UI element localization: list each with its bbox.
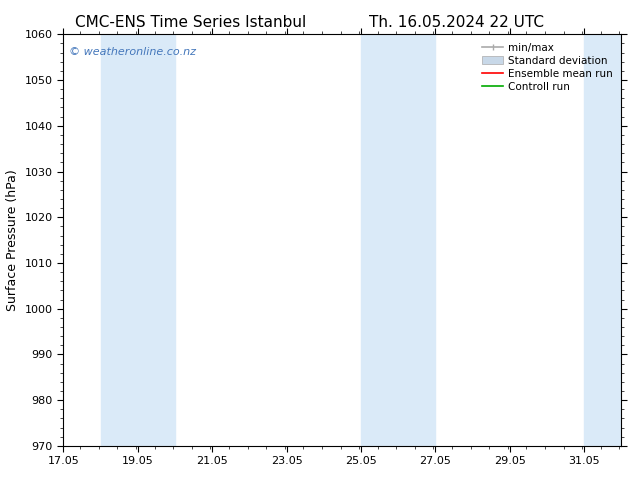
Text: CMC-ENS Time Series Istanbul: CMC-ENS Time Series Istanbul [75, 15, 306, 30]
Legend: min/max, Standard deviation, Ensemble mean run, Controll run: min/max, Standard deviation, Ensemble me… [479, 40, 616, 95]
Bar [361, 34, 436, 446]
Bar [584, 34, 621, 446]
Text: © weatheronline.co.nz: © weatheronline.co.nz [69, 47, 196, 57]
Bar [101, 34, 175, 446]
Y-axis label: Surface Pressure (hPa): Surface Pressure (hPa) [6, 169, 19, 311]
Text: Th. 16.05.2024 22 UTC: Th. 16.05.2024 22 UTC [369, 15, 544, 30]
